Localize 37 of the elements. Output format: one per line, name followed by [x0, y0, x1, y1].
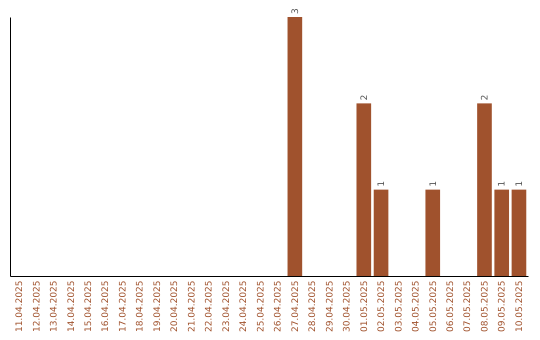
data-label: 3 — [290, 8, 301, 14]
data-label: 1 — [498, 180, 508, 187]
x-tick-label: 23.04.2025 — [222, 280, 232, 332]
x-tick-label: 09.05.2025 — [498, 280, 508, 332]
x-tick-label: 20.04.2025 — [170, 280, 180, 332]
x-tick-label: 05.05.2025 — [428, 280, 439, 332]
x-tick-label: 16.04.2025 — [101, 280, 112, 332]
x-tick-label: 12.04.2025 — [32, 280, 42, 332]
data-label: 1 — [514, 180, 525, 187]
x-tick-label: 18.04.2025 — [136, 280, 146, 332]
x-tick-label: 22.04.2025 — [204, 280, 215, 332]
x-tick-label: 30.04.2025 — [342, 280, 353, 332]
x-tick-label: 28.04.2025 — [308, 280, 318, 332]
x-tick-label: 13.04.2025 — [50, 280, 60, 332]
x-tick-label: 21.04.2025 — [187, 280, 198, 332]
x-tick-label: 26.04.2025 — [274, 280, 284, 332]
x-tick-label: 07.05.2025 — [463, 280, 474, 332]
x-tick-label: 01.05.2025 — [360, 280, 370, 332]
x-tick-label: 29.04.2025 — [325, 280, 336, 332]
x-tick-label: 03.05.2025 — [394, 280, 404, 332]
x-tick-label: 15.04.2025 — [84, 280, 94, 332]
x-tick-label: 02.05.2025 — [377, 280, 388, 332]
x-tick-label: 19.04.2025 — [152, 280, 163, 332]
x-tick-label: 04.05.2025 — [412, 280, 422, 332]
x-tick-label: 10.05.2025 — [514, 280, 525, 332]
data-label: 2 — [360, 94, 370, 100]
x-tick-label: 25.04.2025 — [256, 280, 266, 332]
x-tick-label: 08.05.2025 — [480, 280, 490, 332]
x-tick-label: 11.04.2025 — [15, 280, 26, 332]
x-tick-label: 24.04.2025 — [239, 280, 250, 332]
x-tick-label: 27.04.2025 — [290, 280, 301, 332]
x-tick-label: 17.04.2025 — [118, 280, 128, 332]
data-label: 1 — [428, 180, 439, 187]
x-tick-label: 14.04.2025 — [66, 280, 77, 332]
x-tick-label: 06.05.2025 — [446, 280, 456, 332]
data-label: 1 — [377, 180, 388, 187]
data-label: 2 — [480, 94, 490, 100]
